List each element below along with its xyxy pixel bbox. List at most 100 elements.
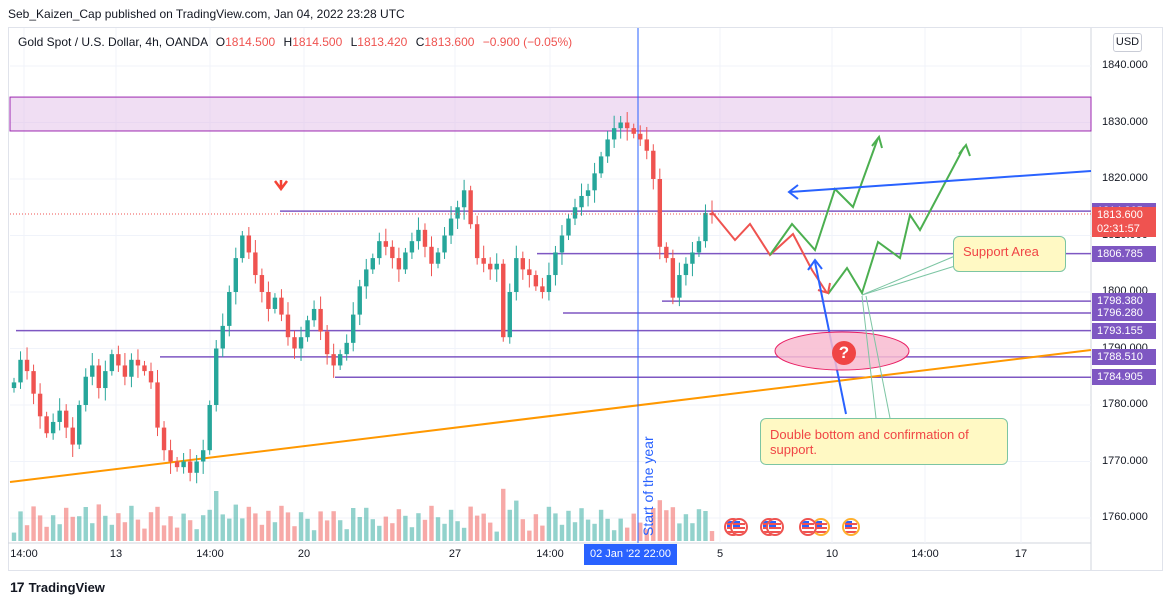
start-of-year-label: Start of the year (640, 436, 656, 536)
candle-body (246, 235, 252, 253)
candle-body (233, 258, 238, 292)
projection-green-2[interactable] (827, 146, 965, 296)
candle-body (109, 354, 115, 372)
x-axis-highlight: 02 Jan '22 22:00 (584, 544, 678, 565)
volume-bar (461, 527, 467, 541)
x-tick-label: 5 (716, 548, 724, 560)
volume-bar (305, 518, 310, 541)
volume-bar (448, 509, 454, 541)
volume-bar (585, 519, 591, 541)
volume-bar (266, 510, 271, 541)
volume-bars (11, 488, 715, 541)
volume-bar (507, 509, 512, 541)
us-flag-event-icon[interactable] (730, 518, 748, 536)
volume-bar (696, 509, 702, 541)
x-tick-label: 13 (109, 548, 123, 560)
candle-body (383, 241, 389, 247)
volume-bar (553, 513, 558, 541)
volume-bar (77, 516, 82, 541)
candle-body (507, 292, 512, 338)
x-tick-label: 27 (448, 548, 462, 560)
candle-body (520, 258, 526, 270)
volume-bar (24, 525, 30, 541)
candle-body (122, 365, 128, 377)
candle-body (194, 461, 199, 473)
high-value: 1814.500 (292, 35, 343, 49)
candle-body (546, 275, 552, 292)
candle-body (598, 156, 604, 174)
candle-body (677, 275, 682, 298)
candle-body (181, 461, 186, 468)
candle-body (533, 275, 539, 287)
candle-body (220, 325, 225, 349)
projection-red[interactable] (711, 211, 828, 294)
volume-bar (83, 507, 88, 541)
price-tag: 1793.155 (1092, 322, 1156, 339)
volume-bar (618, 518, 623, 541)
resistance-zone (9, 96, 1092, 132)
us-flag-event-icon[interactable] (842, 518, 860, 536)
volume-bar (31, 506, 36, 541)
candle-body (168, 450, 173, 462)
candle-body (214, 348, 219, 405)
volume-bar (429, 505, 434, 541)
candle-body (272, 297, 278, 309)
candle-body (331, 354, 336, 366)
projection-green-1[interactable] (769, 137, 879, 256)
volume-bar (129, 505, 134, 541)
volume-bar (292, 526, 297, 541)
us-flag-event-icon[interactable] (766, 518, 784, 536)
volume-bar (161, 525, 167, 541)
volume-bar (422, 519, 428, 541)
volume-bar (370, 519, 375, 541)
candle-body (103, 371, 108, 389)
candle-body (429, 246, 434, 264)
y-tick-label: 1760.000 (1102, 511, 1148, 523)
candle-body (50, 421, 56, 434)
candle-body (403, 252, 408, 270)
double-bottom-note[interactable]: Double bottom and confirmation of suppor… (760, 418, 1008, 465)
candle-body (455, 207, 460, 219)
horizontal-levels[interactable] (16, 210, 1091, 379)
y-tick-label: 1830.000 (1102, 115, 1148, 128)
candle-body (187, 461, 193, 473)
volume-bar (135, 519, 141, 541)
candle-body (324, 331, 330, 355)
volume-bar (494, 531, 499, 541)
volume-bar (481, 513, 486, 541)
volume-bar (631, 513, 636, 541)
candle-body (227, 292, 232, 326)
candle-body (37, 393, 43, 417)
candlestick-series (11, 112, 715, 484)
currency-button[interactable]: USD (1113, 33, 1142, 52)
candle-body (592, 173, 597, 191)
volume-bar (520, 519, 526, 541)
close-value: 1813.600 (424, 35, 475, 49)
us-flag-event-icon[interactable] (799, 518, 817, 536)
volume-bar (18, 511, 23, 541)
volume-bar (605, 518, 610, 541)
candle-body (703, 212, 708, 242)
candle-body (481, 258, 486, 264)
volume-bar (37, 515, 43, 541)
resistance-trendline[interactable] (789, 170, 1092, 193)
arrow-head-green-1 (871, 134, 883, 149)
volume-bar (664, 510, 669, 541)
volume-bar (142, 528, 147, 541)
volume-bar (168, 516, 173, 541)
candle-body (474, 224, 480, 259)
candle-body (657, 179, 663, 247)
support-area-note[interactable]: Support Area (953, 236, 1066, 272)
candle-body (409, 241, 415, 253)
symbol-name: Gold Spot / U.S. Dollar, 4h, OANDA (18, 35, 208, 49)
candle-body (129, 359, 134, 377)
volume-bar (233, 504, 238, 541)
volume-bar (651, 508, 656, 541)
volume-bar (527, 530, 532, 541)
candle-body (344, 342, 349, 355)
candle-body (279, 297, 284, 315)
volume-bar (207, 509, 212, 541)
volume-bar (683, 514, 689, 541)
open-value: 1814.500 (225, 35, 276, 49)
